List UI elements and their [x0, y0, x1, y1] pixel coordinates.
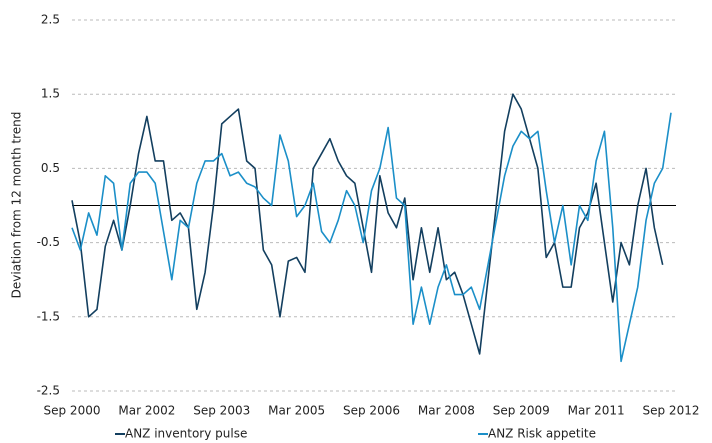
x-tick-label: Mar 2011	[568, 404, 625, 418]
y-tick-label: -2.5	[37, 384, 60, 398]
y-axis-label: Deviation from 12 month trend	[10, 112, 24, 299]
line-series	[71, 93, 664, 355]
x-tick-label: Mar 2005	[268, 404, 325, 418]
y-tick-label: 1.5	[41, 87, 60, 101]
y-tick-label: -1.5	[37, 309, 60, 323]
y-tick-label: 2.5	[41, 13, 60, 27]
legend-label: ANZ inventory pulse	[125, 427, 247, 441]
x-tick-label: Sep 2009	[493, 404, 550, 418]
line-series	[71, 112, 672, 363]
y-tick-label: 0.5	[41, 161, 60, 175]
x-tick-label: Sep 2006	[343, 404, 400, 418]
x-tick-label: Mar 2002	[118, 404, 175, 418]
legend-label: ANZ Risk appetite	[488, 427, 596, 441]
x-tick-label: Sep 2003	[193, 404, 250, 418]
x-tick-label: Sep 2000	[44, 404, 101, 418]
x-tick-label: Sep 2012	[643, 404, 700, 418]
y-tick-label: -0.5	[37, 235, 60, 249]
x-tick-label: Mar 2008	[418, 404, 475, 418]
